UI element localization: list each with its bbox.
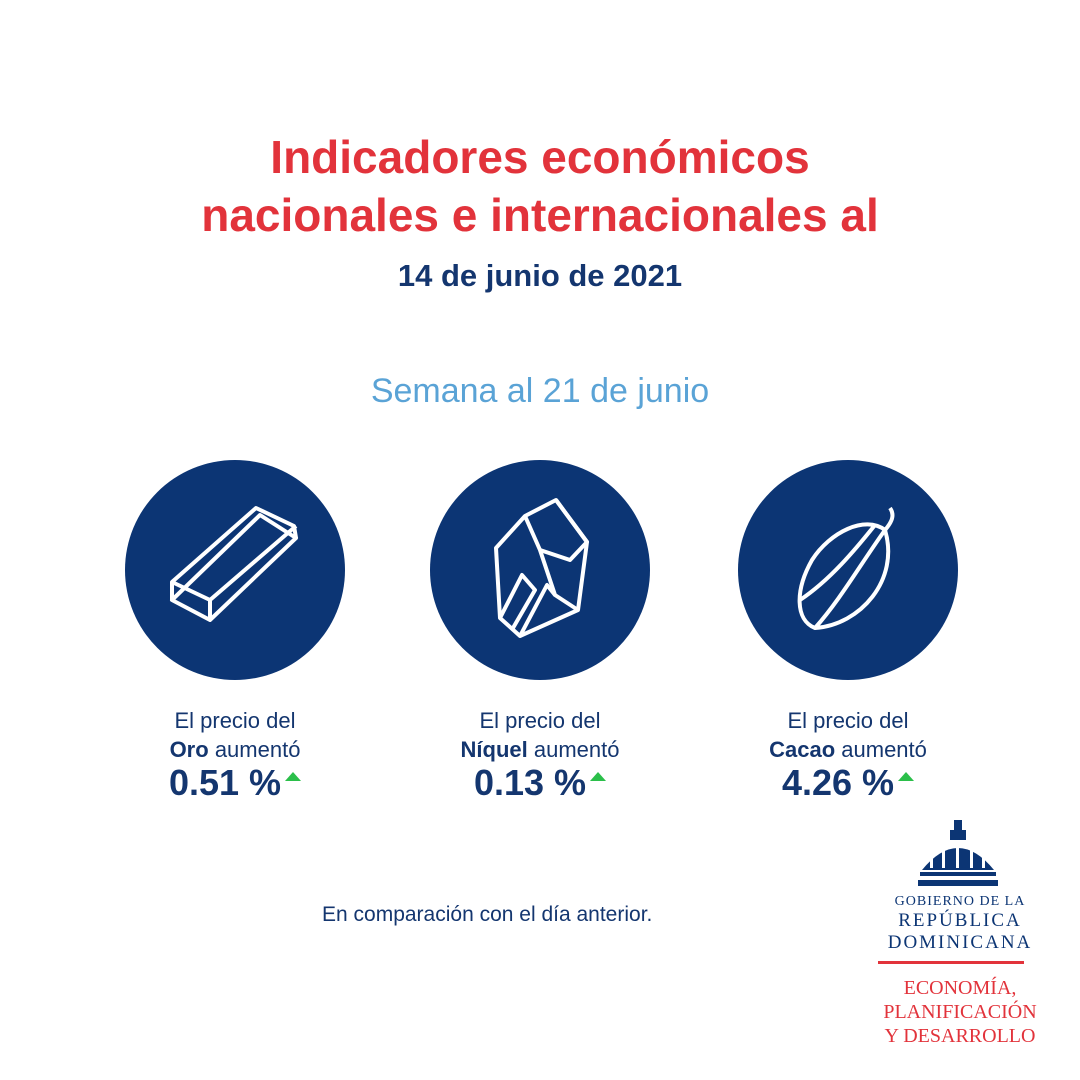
logo-line: PLANIFICACIÓN	[883, 1001, 1037, 1023]
logo-government: GOBIERNO DE LA REPÚBLICA DOMINICANA	[860, 894, 1060, 954]
logo-emblem	[918, 820, 998, 886]
logo-line: Y DESARROLLO	[884, 1025, 1036, 1047]
date: 14 de junio de 2021	[397, 258, 683, 293]
change-value: 4.26 %	[781, 762, 895, 803]
subtitle: Semana al 21 de junio	[370, 372, 710, 410]
item: El precio del Cacao aumentó 4.26 %	[698, 706, 998, 801]
logo-line: REPÚBLICA	[898, 910, 1022, 931]
verb: aumentó	[533, 737, 620, 762]
item-line: Níquel aumentó	[390, 735, 690, 764]
icon-circle	[125, 460, 345, 680]
commodity: Níquel	[460, 737, 528, 762]
footnote: En comparación con el día anterior.	[322, 903, 653, 926]
up-arrow	[590, 772, 607, 781]
item-line: Cacao aumentó	[698, 735, 998, 764]
logo-ministry: ECONOMÍA, PLANIFICACIÓN Y DESARROLLO	[860, 976, 1060, 1048]
item: El precio del Oro aumentó 0.51 %	[85, 706, 385, 801]
title: Indicadores económicos nacionales e inte…	[0, 128, 1080, 244]
item: El precio del Níquel aumentó 0.13 %	[390, 706, 690, 801]
title-line: Indicadores económicos	[270, 131, 810, 183]
item-lead: El precio del	[479, 708, 601, 733]
icons	[125, 460, 958, 680]
logo-divider	[878, 961, 1024, 964]
change-value: 0.51 %	[168, 762, 282, 803]
icon-circle	[738, 460, 958, 680]
change-row: 4.26 %	[698, 765, 998, 801]
title-line: nacionales e internacionales al	[201, 189, 879, 241]
up-arrow	[898, 772, 915, 781]
logo-line: ECONOMÍA,	[903, 977, 1017, 999]
change-value: 0.13 %	[473, 762, 587, 803]
item-lead: El precio del	[174, 708, 296, 733]
icon-circle	[430, 460, 650, 680]
item-line: Oro aumentó	[85, 735, 385, 764]
item-lead: El precio del	[787, 708, 909, 733]
logo-line: DOMINICANA	[887, 932, 1033, 953]
gold-bar-icon	[170, 506, 298, 622]
verb: aumentó	[214, 737, 301, 762]
commodity: Cacao	[769, 737, 836, 762]
logo-line: GOBIERNO DE LA	[894, 894, 1026, 909]
up-arrow	[285, 772, 302, 781]
change-row: 0.13 %	[390, 765, 690, 801]
cacao-icon	[797, 506, 895, 631]
commodity: Oro	[169, 737, 209, 762]
change-row: 0.51 %	[85, 765, 385, 801]
verb: aumentó	[841, 737, 927, 762]
nickel-icon	[494, 498, 589, 638]
